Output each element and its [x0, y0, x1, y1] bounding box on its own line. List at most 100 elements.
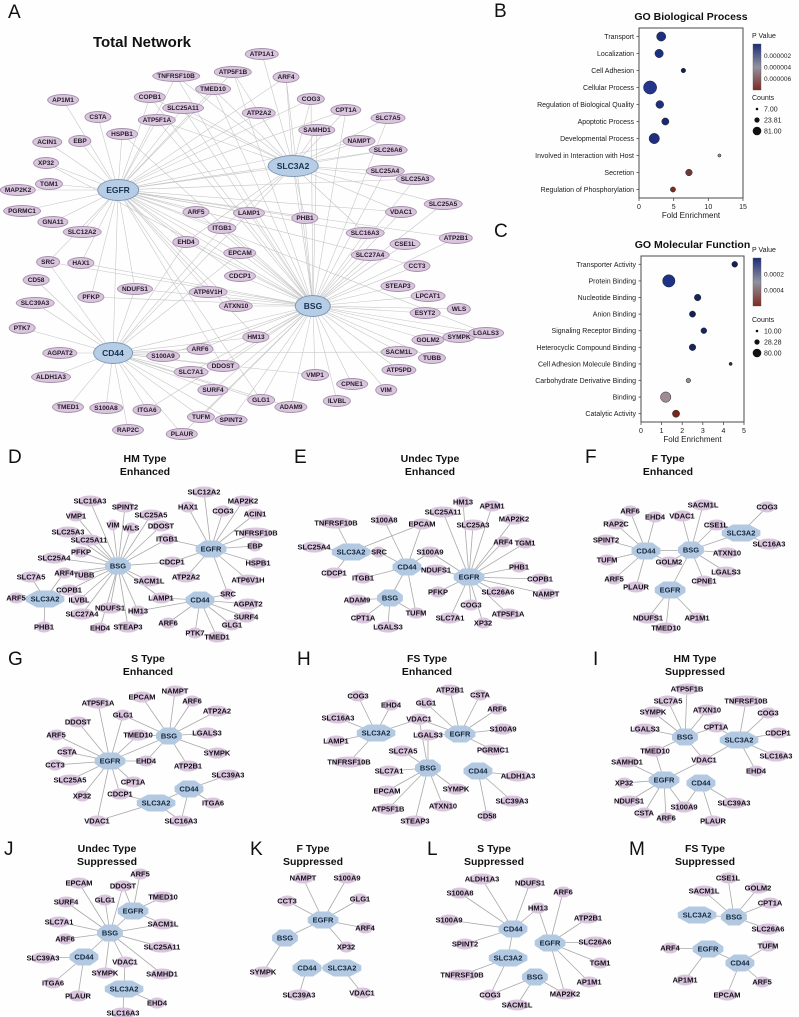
- gene-node-TMED10: TMED10: [640, 745, 670, 757]
- gene-node-NAMPT: NAMPT: [289, 872, 317, 884]
- gene-node-COG3: COG3: [347, 690, 369, 702]
- network-edge: [312, 295, 429, 307]
- network-edge: [112, 352, 183, 435]
- hub-node-CD44: CD44: [725, 954, 755, 972]
- gene-node-SLC39A3: SLC39A3: [717, 797, 751, 809]
- data-bubble: [661, 117, 670, 126]
- gene-node-SAMHD1: SAMHD1: [611, 756, 643, 768]
- gene-node-CPNE1: CPNE1: [336, 378, 368, 390]
- gene-node-SLC7A5: SLC7A5: [388, 745, 418, 757]
- hub-node-SLC3A2: SLC3A2: [356, 724, 396, 742]
- gene-node-SLC25A11: SLC25A11: [424, 506, 462, 518]
- gene-node-SURF4: SURF4: [197, 384, 229, 396]
- gene-node-LGALS3: LGALS3: [413, 729, 443, 741]
- hub-node-BSG: BSG: [671, 728, 699, 746]
- network-edge: [414, 767, 429, 822]
- category-label: Involved in Interaction with Host: [535, 153, 634, 160]
- gene-node-TUBB: TUBB: [417, 352, 447, 364]
- gene-node-CPNE1: CPNE1: [691, 575, 717, 587]
- gene-node-MAP2K2: MAP2K2: [498, 513, 530, 525]
- gene-node-LGALS3: LGALS3: [711, 566, 741, 578]
- network-edge: [312, 305, 353, 385]
- network-edge: [62, 99, 119, 191]
- hub-node-BSG: BSG: [521, 968, 549, 986]
- network-edge: [80, 189, 119, 264]
- gene-node-TGM1: TGM1: [514, 537, 536, 549]
- network-edge: [304, 217, 314, 307]
- gene-node-STEAP3: STEAP3: [400, 815, 430, 827]
- network-edge: [97, 116, 119, 191]
- gene-node-STEAP3: STEAP3: [380, 280, 416, 292]
- gene-node-CPT1A: CPT1A: [757, 897, 783, 909]
- data-bubble: [656, 31, 667, 42]
- gene-node-TNFRSF10B: TNFRSF10B: [724, 695, 768, 707]
- gene-node-SPINT2: SPINT2: [214, 414, 248, 426]
- network-edge: [260, 305, 314, 401]
- gene-node-ARF6: ARF6: [487, 703, 507, 715]
- gene-node-S100A8: S100A8: [89, 402, 123, 414]
- gene-node-XP32: XP32: [72, 790, 92, 802]
- network-edge: [99, 565, 119, 629]
- counts-legend-dot: [755, 107, 759, 111]
- gene-node-NDUFS1: NDUFS1: [116, 283, 154, 295]
- x-axis-label: Fold Enrichment: [663, 435, 722, 444]
- gene-node-PTK7: PTK7: [185, 627, 205, 639]
- gene-node-HSPB1: HSPB1: [106, 128, 138, 140]
- gene-node-ALDH1A3: ALDH1A3: [500, 770, 536, 782]
- gene-node-HSPB1: HSPB1: [245, 557, 271, 569]
- network-edge: [312, 237, 457, 307]
- gene-node-GLG1: GLG1: [221, 619, 243, 631]
- category-label: Anion Binding: [593, 312, 636, 319]
- gene-node-ARF4: ARF4: [660, 942, 680, 954]
- hub-node-EGFR: EGFR: [534, 934, 566, 952]
- gene-node-TNFRSF10B: TNFRSF10B: [152, 70, 200, 82]
- data-bubble: [655, 100, 664, 109]
- counts-legend-label: 23.81: [764, 118, 782, 125]
- gene-node-S100A9: S100A9: [333, 872, 361, 884]
- gene-node-AP1M1: AP1M1: [684, 612, 710, 624]
- gene-node-EHD4: EHD4: [135, 755, 157, 767]
- gene-node-EBP: EBP: [247, 540, 263, 552]
- gene-node-SRC: SRC: [371, 546, 387, 558]
- gene-node-SLC16A3: SLC16A3: [164, 815, 198, 827]
- gene-node-ATXN10: ATXN10: [428, 800, 458, 812]
- gene-node-VIM: VIM: [106, 519, 120, 531]
- gene-node-SLC16A3: SLC16A3: [73, 495, 107, 507]
- category-label: Localization: [597, 51, 634, 58]
- category-label: Regulation of Phosphorylation: [541, 187, 635, 194]
- category-label: Developmental Process: [560, 136, 634, 143]
- pvalue-colorbar: [752, 257, 762, 307]
- gene-node-ARF6: ARF6: [158, 617, 178, 629]
- gene-node-S100A9: S100A9: [416, 546, 444, 558]
- data-bubble: [680, 67, 686, 74]
- data-bubble: [688, 343, 697, 351]
- x-tick-label: 0: [637, 204, 641, 211]
- gene-node-HAX1: HAX1: [177, 501, 199, 513]
- gene-node-SLC25A11: SLC25A11: [70, 534, 108, 546]
- gene-node-ITGB1: ITGB1: [207, 222, 237, 234]
- gene-node-ITGA6: ITGA6: [201, 797, 225, 809]
- network-edge: [312, 305, 400, 353]
- gene-node-MAP2K2: MAP2K2: [0, 184, 37, 196]
- gene-node-ARF5: ARF5: [6, 592, 26, 604]
- category-label: Transport: [604, 34, 634, 41]
- gene-node-COPB1: COPB1: [133, 91, 167, 103]
- network-edge: [290, 305, 314, 408]
- gene-node-LGALS3: LGALS3: [468, 327, 504, 339]
- category-label: Cell Adhesion: [591, 68, 634, 75]
- gene-node-GLG1: GLG1: [247, 394, 275, 406]
- gene-node-COPB1: COPB1: [527, 573, 553, 585]
- network-edge: [45, 162, 314, 307]
- network-edge: [112, 252, 241, 354]
- gene-node-SLC7A5: SLC7A5: [16, 571, 46, 583]
- gene-node-TMED1: TMED1: [204, 631, 230, 643]
- pvalue-tick-label: 0.0002: [764, 272, 784, 279]
- category-label: Heterocyclic Compound Binding: [536, 345, 636, 352]
- gene-node-SLC26A6: SLC26A6: [751, 923, 785, 935]
- gene-node-TNFRSF10B: TNFRSF10B: [440, 969, 484, 981]
- gene-node-ARF5: ARF5: [130, 868, 150, 880]
- hub-node-EGFR: EGFR: [692, 940, 724, 958]
- gene-node-NDUFS1: NDUFS1: [420, 564, 452, 576]
- gene-node-XP32: XP32: [614, 777, 634, 789]
- gene-node-MAP2K2: MAP2K2: [227, 495, 259, 507]
